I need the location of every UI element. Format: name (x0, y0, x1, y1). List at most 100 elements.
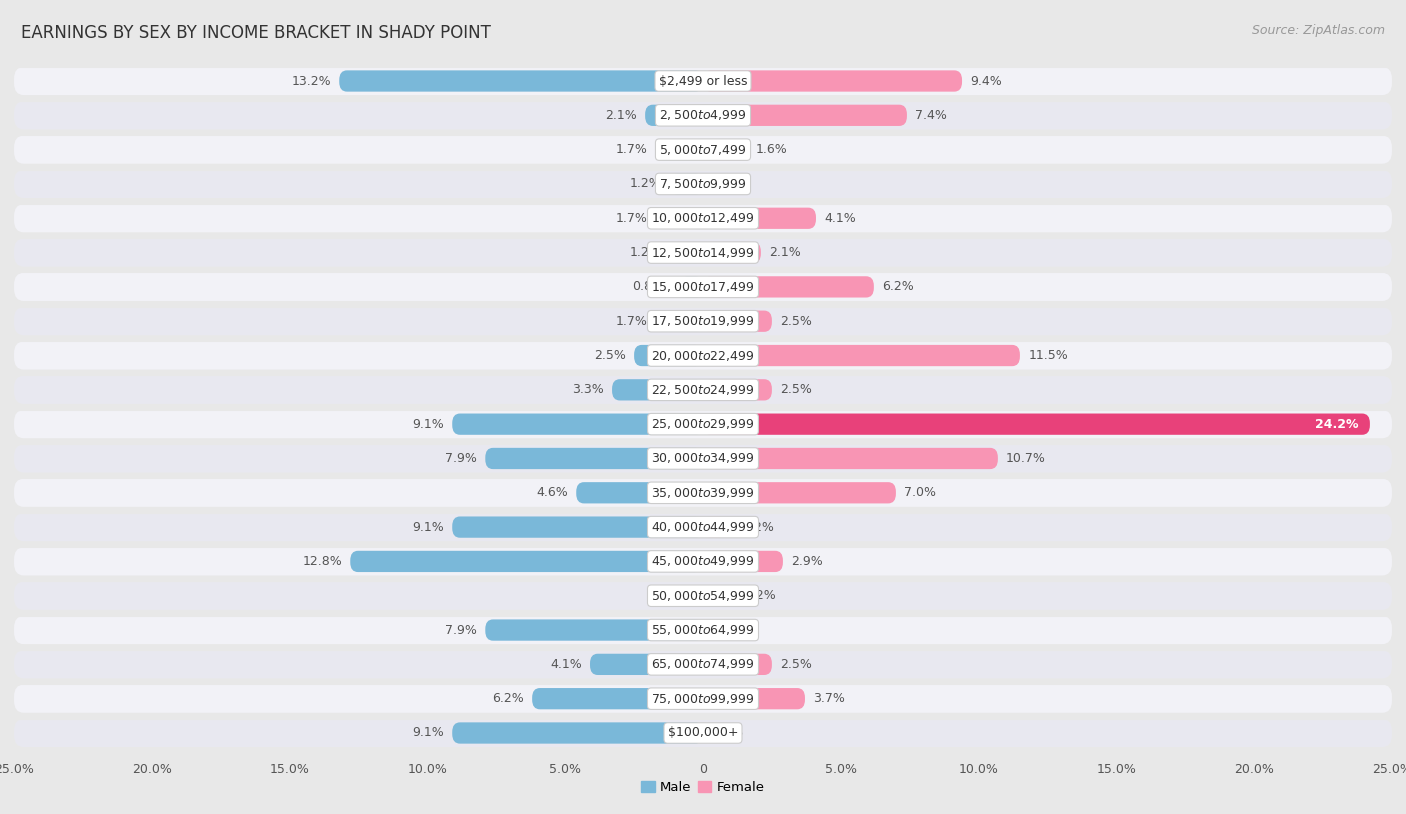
FancyBboxPatch shape (703, 208, 815, 229)
Text: $40,000 to $44,999: $40,000 to $44,999 (651, 520, 755, 534)
Text: 4.1%: 4.1% (550, 658, 582, 671)
FancyBboxPatch shape (531, 688, 703, 709)
FancyBboxPatch shape (14, 170, 1392, 198)
FancyBboxPatch shape (14, 376, 1392, 404)
FancyBboxPatch shape (657, 311, 703, 332)
Text: 10.7%: 10.7% (1007, 452, 1046, 465)
Text: $45,000 to $49,999: $45,000 to $49,999 (651, 554, 755, 568)
FancyBboxPatch shape (703, 654, 772, 675)
Text: $17,500 to $19,999: $17,500 to $19,999 (651, 314, 755, 328)
Text: 1.6%: 1.6% (755, 143, 787, 156)
FancyBboxPatch shape (485, 448, 703, 469)
Text: 0.0%: 0.0% (711, 624, 744, 637)
Text: $100,000+: $100,000+ (668, 727, 738, 739)
Text: 0.82%: 0.82% (734, 521, 773, 534)
FancyBboxPatch shape (657, 139, 703, 160)
Text: $55,000 to $64,999: $55,000 to $64,999 (651, 623, 755, 637)
FancyBboxPatch shape (703, 414, 1369, 435)
FancyBboxPatch shape (576, 482, 703, 503)
Text: EARNINGS BY SEX BY INCOME BRACKET IN SHADY POINT: EARNINGS BY SEX BY INCOME BRACKET IN SHA… (21, 24, 491, 42)
Text: $30,000 to $34,999: $30,000 to $34,999 (651, 452, 755, 466)
Text: 9.1%: 9.1% (412, 521, 444, 534)
Text: 0.83%: 0.83% (631, 280, 672, 293)
Text: $22,500 to $24,999: $22,500 to $24,999 (651, 383, 755, 397)
Text: $10,000 to $12,499: $10,000 to $12,499 (651, 212, 755, 225)
FancyBboxPatch shape (634, 345, 703, 366)
Text: $7,500 to $9,999: $7,500 to $9,999 (659, 177, 747, 191)
FancyBboxPatch shape (350, 551, 703, 572)
Text: 4.6%: 4.6% (536, 486, 568, 499)
Text: 1.7%: 1.7% (616, 143, 648, 156)
Text: $35,000 to $39,999: $35,000 to $39,999 (651, 486, 755, 500)
FancyBboxPatch shape (703, 551, 783, 572)
Text: 24.2%: 24.2% (1316, 418, 1358, 431)
FancyBboxPatch shape (645, 105, 703, 126)
FancyBboxPatch shape (14, 67, 1392, 95)
Text: 3.3%: 3.3% (572, 383, 603, 396)
Text: 9.1%: 9.1% (412, 418, 444, 431)
Text: 2.5%: 2.5% (593, 349, 626, 362)
FancyBboxPatch shape (339, 70, 703, 92)
Text: $12,500 to $14,999: $12,500 to $14,999 (651, 246, 755, 260)
FancyBboxPatch shape (703, 482, 896, 503)
Text: 7.9%: 7.9% (446, 624, 477, 637)
FancyBboxPatch shape (14, 513, 1392, 541)
FancyBboxPatch shape (14, 307, 1392, 335)
FancyBboxPatch shape (14, 239, 1392, 267)
FancyBboxPatch shape (14, 341, 1392, 370)
FancyBboxPatch shape (14, 444, 1392, 473)
Text: 13.2%: 13.2% (291, 75, 330, 87)
FancyBboxPatch shape (14, 410, 1392, 438)
Text: 0.0%: 0.0% (662, 589, 695, 602)
Text: 1.2%: 1.2% (744, 589, 776, 602)
Text: 3.7%: 3.7% (813, 692, 845, 705)
Text: $15,000 to $17,499: $15,000 to $17,499 (651, 280, 755, 294)
FancyBboxPatch shape (703, 379, 772, 400)
FancyBboxPatch shape (453, 414, 703, 435)
Text: 0.0%: 0.0% (711, 177, 744, 190)
Text: $75,000 to $99,999: $75,000 to $99,999 (651, 692, 755, 706)
Text: 12.8%: 12.8% (302, 555, 342, 568)
Legend: Male, Female: Male, Female (636, 776, 770, 799)
Text: Source: ZipAtlas.com: Source: ZipAtlas.com (1251, 24, 1385, 37)
Text: 2.5%: 2.5% (780, 658, 813, 671)
FancyBboxPatch shape (14, 616, 1392, 644)
Text: 1.2%: 1.2% (630, 177, 662, 190)
Text: $2,499 or less: $2,499 or less (659, 75, 747, 87)
FancyBboxPatch shape (485, 619, 703, 641)
FancyBboxPatch shape (14, 136, 1392, 164)
FancyBboxPatch shape (14, 719, 1392, 747)
FancyBboxPatch shape (591, 654, 703, 675)
FancyBboxPatch shape (657, 208, 703, 229)
FancyBboxPatch shape (703, 585, 737, 606)
FancyBboxPatch shape (612, 379, 703, 400)
FancyBboxPatch shape (703, 516, 725, 538)
Text: 2.1%: 2.1% (769, 246, 801, 259)
Text: $65,000 to $74,999: $65,000 to $74,999 (651, 658, 755, 672)
FancyBboxPatch shape (669, 173, 703, 195)
Text: 1.2%: 1.2% (630, 246, 662, 259)
FancyBboxPatch shape (703, 105, 907, 126)
FancyBboxPatch shape (703, 688, 806, 709)
Text: 4.1%: 4.1% (824, 212, 856, 225)
Text: 2.5%: 2.5% (780, 383, 813, 396)
FancyBboxPatch shape (703, 70, 962, 92)
Text: 2.5%: 2.5% (780, 315, 813, 328)
Text: $5,000 to $7,499: $5,000 to $7,499 (659, 142, 747, 156)
Text: $25,000 to $29,999: $25,000 to $29,999 (651, 417, 755, 431)
Text: 2.9%: 2.9% (792, 555, 823, 568)
Text: 7.0%: 7.0% (904, 486, 936, 499)
Text: 6.2%: 6.2% (882, 280, 914, 293)
FancyBboxPatch shape (703, 345, 1019, 366)
FancyBboxPatch shape (703, 448, 998, 469)
FancyBboxPatch shape (14, 547, 1392, 575)
FancyBboxPatch shape (14, 685, 1392, 713)
FancyBboxPatch shape (703, 311, 772, 332)
FancyBboxPatch shape (14, 101, 1392, 129)
Text: 7.4%: 7.4% (915, 109, 948, 122)
FancyBboxPatch shape (14, 204, 1392, 232)
FancyBboxPatch shape (681, 276, 703, 298)
Text: 1.7%: 1.7% (616, 315, 648, 328)
FancyBboxPatch shape (453, 516, 703, 538)
FancyBboxPatch shape (453, 722, 703, 744)
